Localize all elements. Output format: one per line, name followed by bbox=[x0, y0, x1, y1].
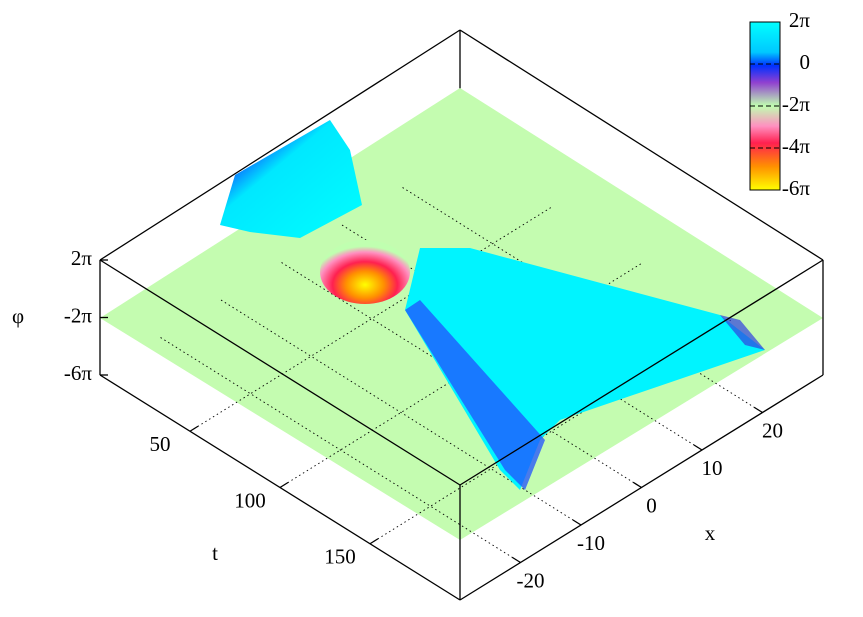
tick-mark bbox=[369, 538, 379, 545]
colorbar-tick-label: 0 bbox=[800, 50, 811, 74]
box-edge bbox=[99, 29, 461, 261]
colorbar-tick-label: 2π bbox=[789, 8, 811, 32]
grid-line bbox=[189, 205, 554, 432]
x-tick-label: -20 bbox=[517, 568, 545, 592]
box-edge bbox=[99, 259, 461, 486]
grid-line bbox=[160, 337, 521, 563]
z-tick-label: -6π bbox=[64, 361, 92, 385]
surface-feature bbox=[720, 315, 765, 350]
surface bbox=[220, 120, 765, 490]
x-tick-label: 10 bbox=[702, 456, 723, 480]
tick-mark bbox=[754, 406, 763, 414]
surface-feature bbox=[220, 120, 362, 238]
surface-feature bbox=[405, 300, 545, 490]
x-axis-title: x bbox=[705, 521, 716, 545]
t-tick-label: 150 bbox=[324, 545, 356, 569]
x-tick-label: 20 bbox=[762, 418, 783, 442]
tick-mark bbox=[633, 481, 642, 489]
tick-mark bbox=[693, 444, 703, 451]
t-tick-label: 50 bbox=[150, 432, 171, 456]
x-tick-label: -10 bbox=[577, 531, 605, 555]
box-edge bbox=[459, 259, 824, 486]
grid-line bbox=[220, 299, 582, 526]
tick-mark bbox=[572, 519, 582, 526]
z-axis-title: φ bbox=[12, 304, 24, 328]
z-tick-label: 2π bbox=[71, 246, 93, 270]
colorbar-tick-label: -2π bbox=[782, 92, 810, 116]
surface-feature bbox=[320, 240, 410, 304]
box-edge bbox=[459, 29, 824, 261]
t-axis-title: t bbox=[212, 541, 218, 565]
box-front bbox=[99, 21, 824, 601]
colorbar-tick-label: -6π bbox=[782, 176, 810, 200]
z-tick-label: -2π bbox=[64, 303, 92, 327]
t-tick-label: 100 bbox=[234, 488, 266, 512]
tick-mark bbox=[189, 425, 199, 432]
tick-mark bbox=[279, 481, 289, 489]
colorbar-tick-label: -4π bbox=[782, 134, 810, 158]
tick-mark bbox=[512, 556, 521, 564]
x-tick-label: 0 bbox=[646, 493, 657, 517]
